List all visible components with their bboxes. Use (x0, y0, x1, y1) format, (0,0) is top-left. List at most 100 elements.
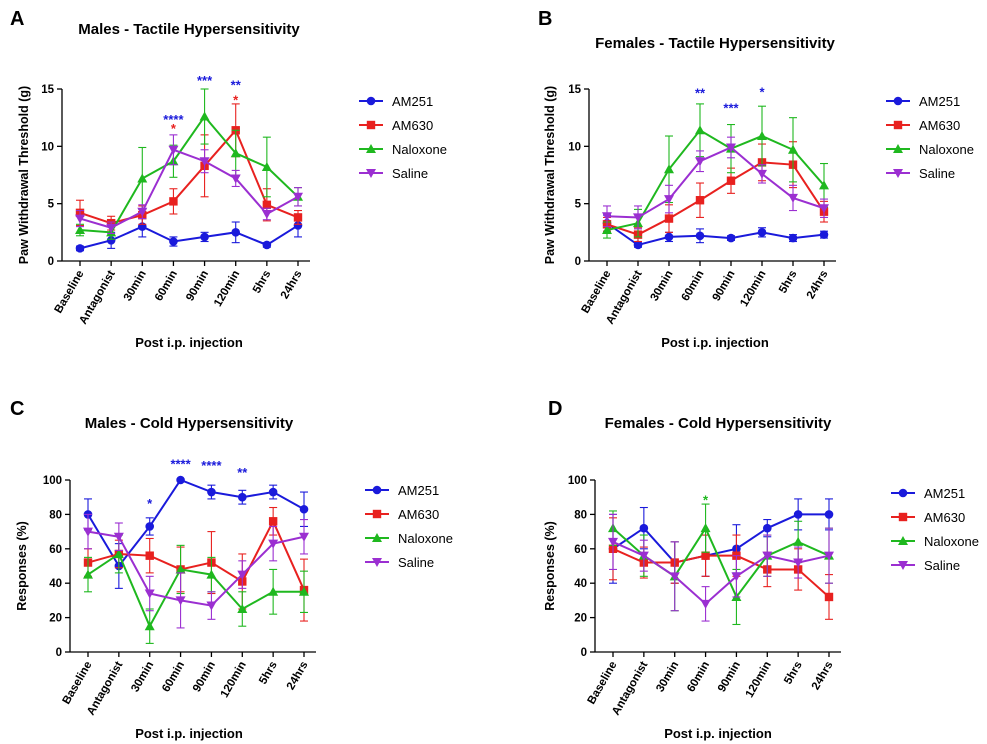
significance-marker: *** (723, 100, 739, 115)
legend-marker (366, 169, 376, 178)
data-point (664, 164, 674, 174)
series-am251 (83, 475, 309, 589)
x-axis-label: Post i.p. injection (135, 726, 243, 741)
panel-letter: C (10, 398, 24, 420)
legend-label: Saline (919, 166, 955, 181)
data-point (757, 131, 767, 141)
y-tick-label: 0 (48, 256, 54, 268)
data-point (762, 523, 772, 533)
x-tick-label: 30min (129, 660, 156, 695)
legend-marker (893, 120, 903, 130)
data-point (75, 244, 85, 253)
significance-marker: * (233, 92, 239, 107)
series-line (612, 513, 829, 564)
significance-marker: **** (163, 112, 184, 127)
data-point (793, 558, 804, 568)
y-tick-label: 40 (49, 578, 62, 590)
x-tick-label: 120min (744, 660, 774, 700)
legend-marker (366, 96, 376, 106)
data-point (762, 551, 773, 561)
y-axis-label: Responses (%) (15, 521, 29, 611)
data-point (113, 548, 124, 558)
legend-label: AM630 (392, 118, 433, 133)
x-tick-label: 90min (191, 660, 218, 695)
data-point (137, 173, 148, 183)
data-point (207, 487, 216, 497)
data-point (175, 564, 186, 574)
data-point (695, 125, 705, 135)
data-point (168, 145, 179, 155)
series-line (87, 530, 305, 607)
legend-marker (898, 561, 908, 570)
data-point (293, 192, 303, 202)
y-tick-label: 20 (574, 613, 587, 625)
data-point (633, 213, 643, 223)
panel-letter: B (538, 8, 552, 30)
legend-label: AM251 (919, 94, 960, 109)
significance-marker: ** (231, 78, 242, 93)
x-tick-label: 5hrs (251, 269, 274, 296)
data-point (695, 196, 705, 205)
data-point (669, 572, 680, 582)
chart-title: Males - Tactile Hypersensitivity (78, 21, 300, 38)
series-saline (83, 513, 309, 629)
data-point (145, 522, 155, 531)
y-tick-label: 60 (49, 544, 62, 556)
x-tick-label: 24hrs (285, 660, 311, 693)
data-point (268, 586, 279, 596)
x-tick-label: Baseline (53, 269, 87, 316)
x-tick-label: 24hrs (810, 660, 836, 693)
panel-d: D Females - Cold Hypersensitivity 0 20 40 60 8… (543, 398, 979, 741)
x-tick-label: Baseline (580, 269, 614, 316)
data-point (268, 539, 279, 549)
panel-c: C Males - Cold Hypersensitivity 0 20 40 60 80 1… (10, 398, 453, 741)
series-saline (608, 513, 834, 622)
data-point (106, 236, 116, 245)
data-point (824, 551, 834, 561)
data-point (819, 180, 829, 190)
series-line (87, 518, 305, 591)
x-tick-label: 30min (122, 269, 149, 304)
legend-label: AM251 (924, 486, 965, 501)
legend-label: AM630 (398, 507, 439, 522)
y-tick-label: 10 (41, 141, 54, 153)
data-point (176, 475, 185, 485)
series-line (79, 114, 299, 234)
data-point (113, 532, 124, 542)
legend-marker (366, 120, 376, 130)
data-point (299, 504, 309, 514)
data-point (175, 596, 186, 606)
data-point (700, 523, 711, 533)
y-tick-label: 15 (41, 84, 54, 96)
data-point (664, 232, 674, 242)
data-point (137, 207, 148, 217)
significance-marker: **** (170, 457, 191, 472)
data-point (106, 223, 117, 233)
legend-label: Naloxone (392, 142, 447, 157)
data-point (200, 232, 209, 242)
data-point (793, 510, 803, 519)
legend-marker (893, 96, 903, 106)
significance-marker: **** (201, 458, 222, 473)
significance-marker: ** (237, 465, 248, 480)
x-tick-label: 90min (711, 269, 738, 304)
chart-title: Males - Cold Hypersensitivity (85, 415, 294, 432)
y-axis-label: Responses (%) (543, 521, 557, 611)
data-point (83, 569, 93, 579)
y-axis-label: Paw Withdrawal Threshold (g) (17, 86, 31, 264)
data-point (638, 551, 649, 561)
significance-marker: * (147, 496, 153, 511)
data-point (788, 193, 798, 203)
x-tick-label: 5hrs (782, 660, 805, 687)
legend: AM251 AM630 Naloxone Saline (886, 94, 974, 181)
data-point (726, 143, 736, 153)
legend-label: AM251 (398, 483, 439, 498)
panel-b: B Females - Tactile Hypersensitivity 0 5 10 1… (538, 8, 974, 350)
data-point (199, 111, 210, 121)
panel-letter: A (10, 8, 24, 30)
data-point (819, 204, 829, 214)
series-line (87, 478, 305, 568)
chart-title: Females - Tactile Hypersensitivity (595, 35, 835, 52)
legend-marker (898, 488, 908, 498)
series-line (79, 224, 299, 250)
